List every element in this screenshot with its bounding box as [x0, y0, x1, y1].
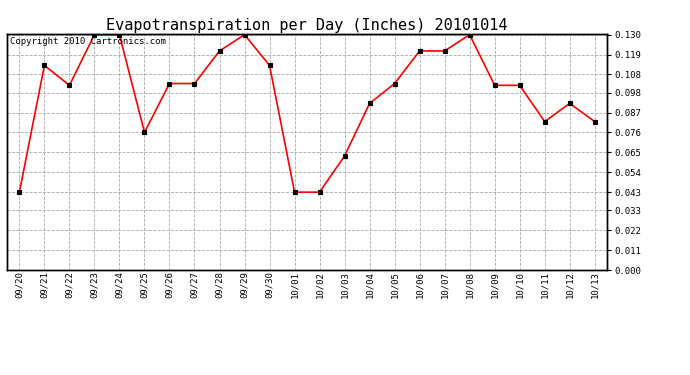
Title: Evapotranspiration per Day (Inches) 20101014: Evapotranspiration per Day (Inches) 2010…	[106, 18, 508, 33]
Text: Copyright 2010 Cartronics.com: Copyright 2010 Cartronics.com	[10, 37, 166, 46]
